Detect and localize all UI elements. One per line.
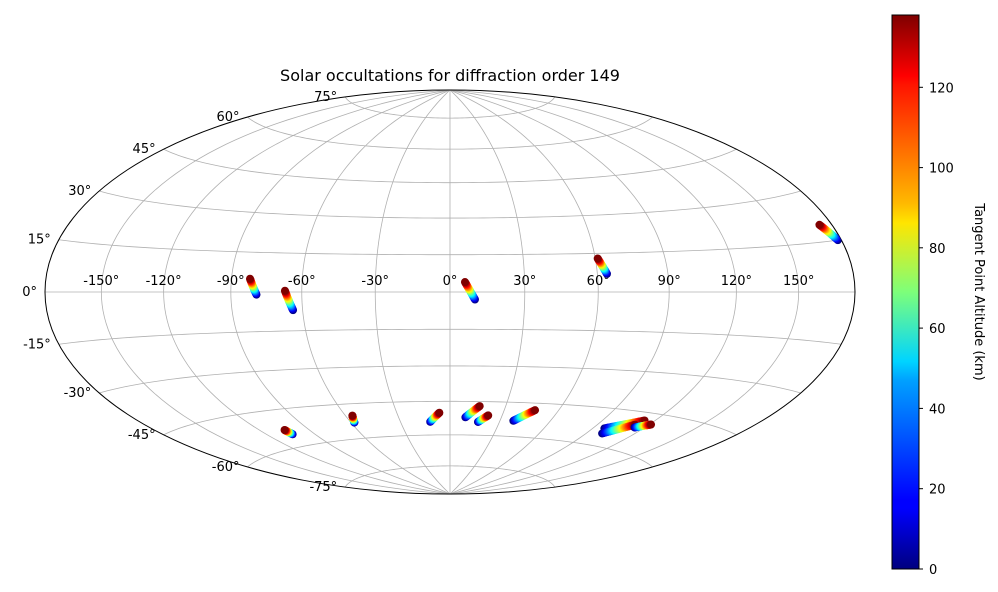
graticule <box>45 90 855 494</box>
colorbar-tick-label: 60 <box>929 322 946 337</box>
parallel-line <box>247 116 653 150</box>
parallel-line <box>99 365 801 394</box>
occultation-point <box>348 411 357 420</box>
colorbar-tick-label: 40 <box>929 402 946 417</box>
parallel-line <box>58 239 842 256</box>
colorbar-tick-label: 80 <box>929 242 946 257</box>
latitude-tick-labels: -75° -60° -45° -30° -15° 0° 15° 30° 45° 60° 75° <box>22 90 337 495</box>
parallel-line <box>163 400 737 436</box>
colorbar-ticks: 0 20 40 60 80 100 120 <box>919 81 954 578</box>
occultation-point <box>815 220 824 229</box>
latitude-tick-label: 0° <box>22 285 37 300</box>
occultation-track <box>593 254 611 278</box>
occultation-track <box>461 402 484 422</box>
parallel-line <box>163 148 737 184</box>
colorbar: 0 20 40 60 80 100 120 Tangent Point Altitude (… <box>891 14 986 578</box>
parallel-line <box>99 190 801 219</box>
longitude-tick-label: 60° <box>587 274 610 289</box>
colorbar-tick-label: 20 <box>929 483 946 498</box>
longitude-tick-label: 30° <box>513 274 536 289</box>
latitude-tick-label: -75° <box>309 480 337 495</box>
latitude-tick-label: -60° <box>212 460 240 475</box>
latitude-tick-label: 15° <box>28 233 51 248</box>
occultation-point <box>435 408 444 417</box>
latitude-tick-label: 60° <box>216 110 239 125</box>
longitude-tick-label: 150° <box>783 274 814 289</box>
parallel-line <box>58 328 842 345</box>
latitude-tick-label: -30° <box>64 386 92 401</box>
occultation-points <box>246 220 842 439</box>
occultation-point <box>593 254 602 263</box>
occultation-track <box>509 406 540 425</box>
occultation-point <box>246 274 255 283</box>
occultation-track <box>460 278 479 304</box>
occultation-track <box>630 420 656 432</box>
colorbar-tick-label: 120 <box>929 81 954 96</box>
colorbar-tick-label: 100 <box>929 162 954 177</box>
longitude-tick-label: 0° <box>443 274 458 289</box>
longitude-tick-label: -150° <box>83 274 119 289</box>
longitude-tick-labels: -150° -120° -90° -60° -30° 0° 30° 60° 90° 120° 150… <box>83 274 814 289</box>
longitude-tick-label: -90° <box>217 274 245 289</box>
occultation-track <box>246 274 261 299</box>
occultation-point <box>460 278 469 287</box>
occultation-track <box>815 220 842 245</box>
occultation-track <box>280 286 298 315</box>
occultation-track <box>426 408 444 426</box>
occultation-track <box>348 411 359 427</box>
latitude-tick-label: -45° <box>128 428 156 443</box>
occultation-track <box>280 426 297 439</box>
occultation-point <box>484 411 493 420</box>
parallel-line <box>344 465 556 488</box>
map-boundary <box>44 89 856 495</box>
colorbar-label: Tangent Point Altitude (km) <box>971 202 986 380</box>
longitude-tick-label: -30° <box>361 274 389 289</box>
longitude-tick-label: 90° <box>658 274 681 289</box>
latitude-tick-label: 45° <box>133 142 156 157</box>
occultation-track <box>473 411 493 426</box>
latitude-tick-label: -15° <box>23 337 51 352</box>
longitude-tick-label: -60° <box>288 274 316 289</box>
occultation-point <box>647 420 656 429</box>
latitude-tick-label: 30° <box>68 184 91 199</box>
longitude-tick-label: -120° <box>146 274 182 289</box>
latitude-tick-label: 75° <box>314 90 337 105</box>
colorbar-gradient <box>891 14 920 570</box>
occultation-point <box>280 286 289 295</box>
longitude-tick-label: 120° <box>721 274 752 289</box>
colorbar-tick-label: 0 <box>929 563 937 578</box>
chart-title: Solar occultations for diffraction order… <box>280 66 620 85</box>
occultation-point <box>475 402 484 411</box>
occultation-point <box>280 426 289 435</box>
occultation-point <box>531 406 540 415</box>
parallel-line <box>247 434 653 468</box>
parallel-line <box>344 96 556 119</box>
